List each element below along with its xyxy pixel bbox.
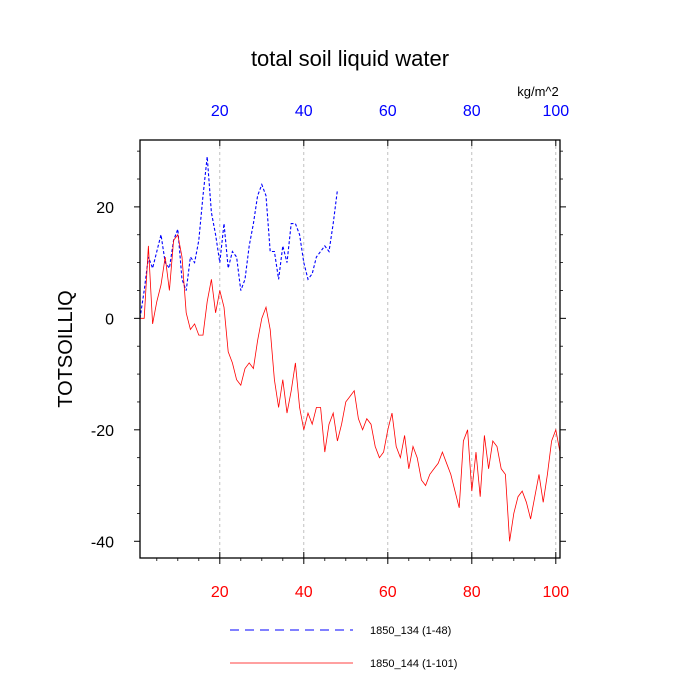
x-tick-label-top: 40 [295,103,313,120]
legend: 1850_134 (1-48) 1850_144 (1-101) [230,625,457,670]
bottom-x-axis: 20 40 60 80 100 [211,584,569,601]
x-tick-label-bottom: 40 [295,584,313,601]
x-tick-label-top: 60 [379,103,397,120]
x-tick-label-top: 20 [211,103,229,120]
x-tick-label-bottom: 60 [379,584,397,601]
y-axis-label: TOTSOILLIQ [55,290,77,407]
y-tick-label: -20 [91,423,114,440]
y-tick-label: 0 [105,311,114,328]
chart-title: total soil liquid water [251,46,449,71]
x-tick-label-bottom: 80 [463,584,481,601]
series-line-1 [139,156,338,319]
legend-label: 1850_144 (1-101) [370,658,457,670]
legend-label: 1850_134 (1-48) [370,625,451,637]
y-tick-label: -40 [91,534,114,551]
series-line-2 [140,233,561,542]
top-x-axis: 20 40 60 80 100 [211,103,569,120]
y-axis: 20 0 -20 -40 [91,200,114,551]
x-tick-label-top: 100 [542,103,569,120]
x-tick-label-bottom: 100 [542,584,569,601]
grid-lines [219,140,557,558]
units-label: kg/m^2 [517,84,559,99]
plot-frame [139,139,561,559]
series-group [139,156,561,542]
y-tick-label: 20 [96,200,114,217]
axis-ticks [134,140,566,564]
x-tick-label-bottom: 20 [211,584,229,601]
x-tick-label-top: 80 [463,103,481,120]
